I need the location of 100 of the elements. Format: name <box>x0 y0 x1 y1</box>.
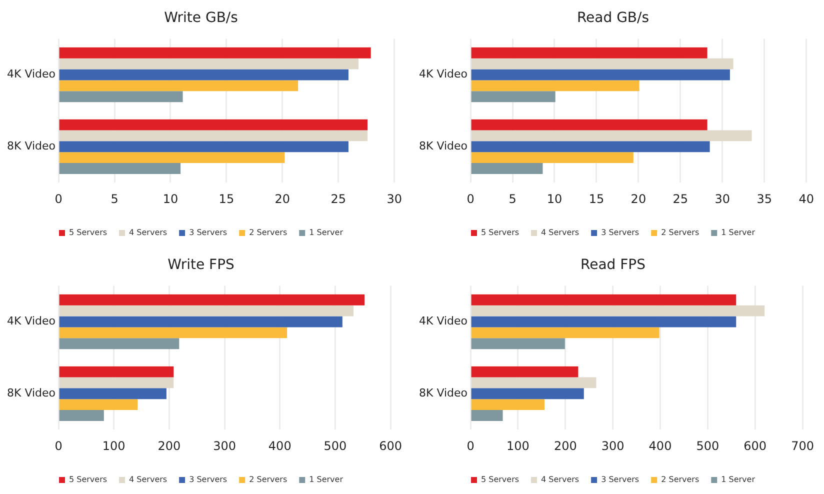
bar <box>59 47 371 58</box>
bar <box>471 388 584 400</box>
bar <box>59 58 359 70</box>
legend-label: 3 Servers <box>601 475 640 484</box>
bar <box>471 152 634 164</box>
x-tick-label: 400 <box>268 438 292 453</box>
bar <box>59 91 183 102</box>
bar <box>471 58 734 70</box>
bar <box>471 130 752 142</box>
x-tick-label: 100 <box>102 438 126 453</box>
bar <box>59 338 180 350</box>
legend-label: 4 Servers <box>541 228 580 238</box>
legend-label: 2 Servers <box>661 475 700 484</box>
legend-label: 1 Server <box>721 475 756 484</box>
bar <box>59 141 348 152</box>
legend-label: 1 Server <box>309 228 344 238</box>
bar <box>471 119 708 130</box>
chart-title: Write FPS <box>168 257 235 274</box>
legend-label: 1 Server <box>721 228 756 238</box>
legend-label: 2 Servers <box>249 228 288 238</box>
bar <box>471 47 708 58</box>
bar <box>471 399 545 410</box>
x-tick-label: 600 <box>744 438 767 453</box>
x-tick-label: 5 <box>508 192 516 206</box>
legend-label: 5 Servers <box>68 475 108 484</box>
chart-title: Read FPS <box>580 257 646 274</box>
bar <box>59 294 365 306</box>
x-tick-label: 500 <box>324 438 347 453</box>
legend-label: 2 Servers <box>249 475 288 484</box>
bar <box>59 366 174 378</box>
bar <box>59 410 104 421</box>
x-tick-label: 400 <box>648 438 672 453</box>
y-tick-label: 8K Video <box>6 140 56 153</box>
x-tick-label: 0 <box>466 192 474 206</box>
legend-label: 3 Servers <box>601 228 640 238</box>
legend-label: 5 Servers <box>480 475 520 484</box>
x-tick-label: 700 <box>791 438 814 453</box>
bar <box>59 163 181 174</box>
x-tick-label: 40 <box>798 192 814 206</box>
chart-title: Write GB/s <box>164 10 238 26</box>
x-tick-label: 100 <box>506 438 530 453</box>
bar <box>471 69 730 80</box>
x-tick-label: 30 <box>386 192 402 206</box>
x-tick-label: 15 <box>218 192 234 206</box>
legend-label: 3 Servers <box>189 228 228 238</box>
legend-label: 2 Servers <box>661 228 700 238</box>
bar <box>471 91 556 102</box>
bar <box>59 69 348 80</box>
bar <box>59 152 285 164</box>
legend-label: 5 Servers <box>68 228 108 238</box>
y-tick-label: 4K Video <box>418 314 468 328</box>
bar <box>471 316 736 328</box>
x-tick-label: 0 <box>466 438 474 453</box>
bar <box>471 366 578 378</box>
bar <box>59 80 298 92</box>
bar <box>59 119 368 130</box>
x-tick-label: 5 <box>110 192 118 206</box>
y-tick-label: 8K Video <box>6 386 56 400</box>
x-tick-label: 20 <box>630 192 646 206</box>
legend-label: 1 Server <box>309 475 344 484</box>
x-tick-label: 300 <box>601 438 624 453</box>
x-tick-label: 10 <box>546 192 562 206</box>
x-tick-label: 200 <box>554 438 577 453</box>
chart-title: Read GB/s <box>576 10 650 26</box>
legend-label: 4 Servers <box>129 475 168 484</box>
bar <box>471 163 543 174</box>
bar <box>471 327 660 338</box>
bar <box>59 130 368 142</box>
x-tick-label: 0 <box>54 192 62 206</box>
x-tick-label: 200 <box>158 438 181 453</box>
x-tick-label: 10 <box>162 192 178 206</box>
legend-label: 3 Servers <box>189 475 228 484</box>
bar <box>471 141 710 152</box>
bar <box>59 305 354 316</box>
x-tick-label: 15 <box>588 192 604 206</box>
bar <box>471 80 640 92</box>
bar <box>59 316 342 328</box>
x-tick-label: 30 <box>714 192 730 206</box>
bar <box>471 338 565 350</box>
x-tick-label: 25 <box>672 192 688 206</box>
x-tick-label: 300 <box>213 438 236 453</box>
bar <box>471 294 736 306</box>
x-tick-label: 20 <box>274 192 290 206</box>
y-tick-label: 4K Video <box>6 68 56 81</box>
y-tick-label: 8K Video <box>418 386 468 400</box>
bar <box>471 305 765 316</box>
x-tick-label: 25 <box>330 192 346 206</box>
x-tick-label: 35 <box>756 192 772 206</box>
y-tick-label: 4K Video <box>6 314 56 328</box>
bar <box>59 377 174 388</box>
bar <box>59 327 288 338</box>
legend-label: 4 Servers <box>541 475 580 484</box>
x-tick-label: 0 <box>54 438 62 453</box>
bar <box>59 388 166 400</box>
legend-label: 4 Servers <box>129 228 168 238</box>
legend-label: 5 Servers <box>480 228 520 238</box>
y-tick-label: 8K Video <box>418 140 468 153</box>
x-tick-label: 600 <box>379 438 402 453</box>
bar <box>471 410 503 421</box>
x-tick-label: 500 <box>696 438 720 453</box>
